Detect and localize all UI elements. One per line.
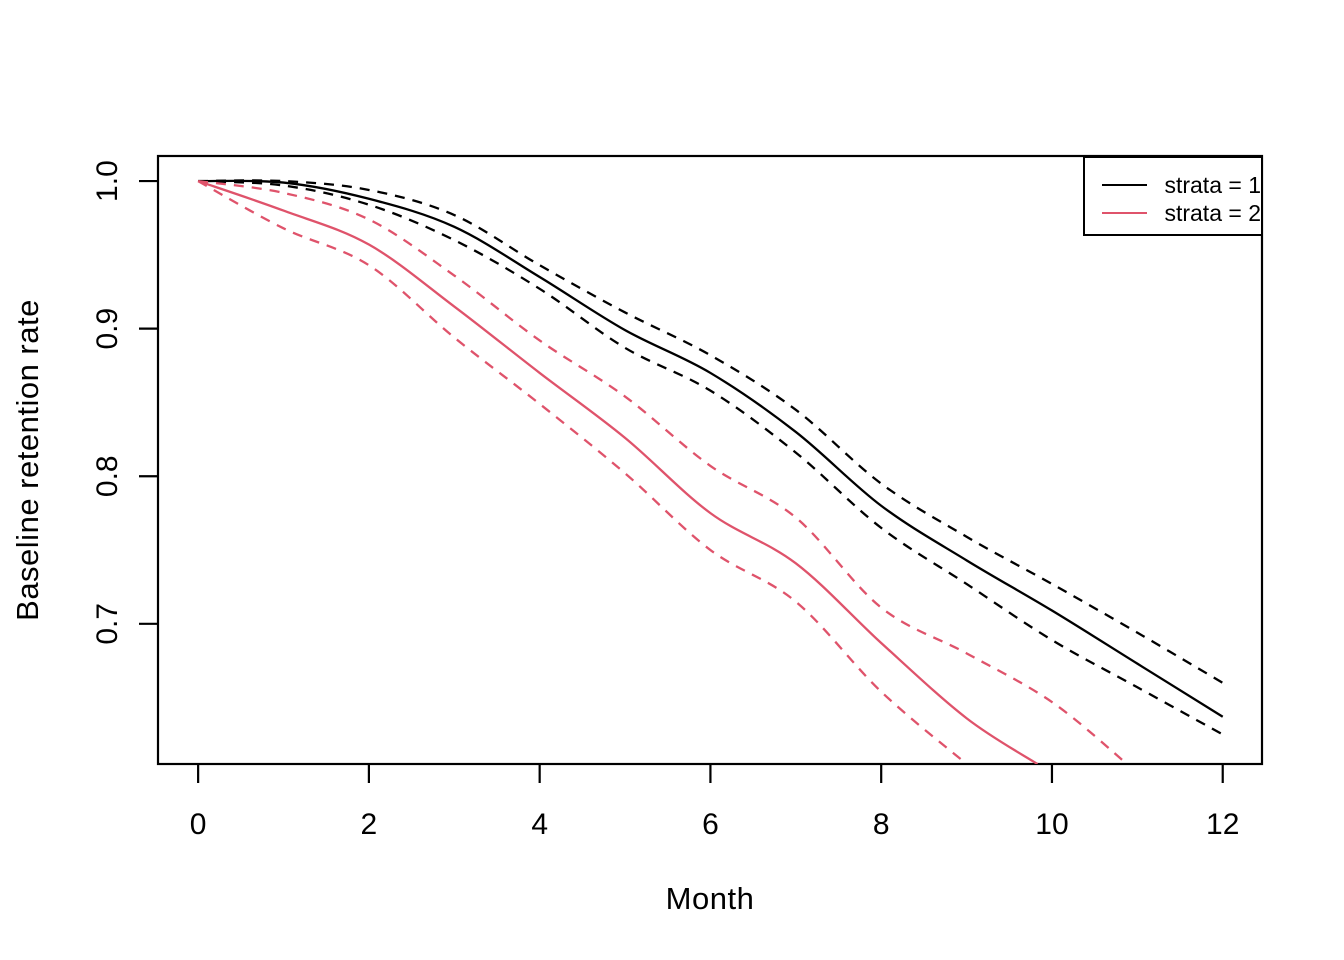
plot-border <box>156 154 1264 766</box>
x-tick-label: 10 <box>1035 808 1068 841</box>
y-tick-label: 1.0 <box>91 160 124 202</box>
y-tick-label: 0.9 <box>91 308 124 350</box>
strata-1-line-swatch <box>1102 184 1148 186</box>
x-tick-label: 8 <box>873 808 890 841</box>
series-strata-1-estimate <box>198 179 1224 718</box>
legend: strata = 1 strata = 2 <box>1083 156 1263 236</box>
y-tick-label: 0.7 <box>91 603 124 645</box>
series-strata-1-upper-ci <box>198 179 1224 684</box>
legend-label: strata = 2 <box>1164 199 1261 226</box>
y-tick-label: 0.8 <box>91 455 124 497</box>
x-tick-label: 6 <box>702 808 719 841</box>
x-tick-label: 4 <box>531 808 548 841</box>
series-strata-1-lower-ci <box>198 179 1224 736</box>
x-tick-label: 12 <box>1206 808 1239 841</box>
legend-label: strata = 1 <box>1164 171 1261 198</box>
x-tick-label: 0 <box>190 808 207 841</box>
series-strata-2-upper-ci <box>197 179 1128 764</box>
legend-item-strata-1: strata = 1 <box>1085 171 1261 199</box>
strata-2-line-swatch <box>1102 212 1148 214</box>
series-strata-2-estimate <box>197 180 1039 764</box>
series-strata-2-lower-ci <box>197 180 968 764</box>
x-tick-label: 2 <box>361 808 378 841</box>
x-axis-title: Month <box>665 881 755 916</box>
legend-item-strata-2: strata = 2 <box>1085 199 1261 227</box>
y-axis-title: Baseline retention rate <box>10 299 45 621</box>
